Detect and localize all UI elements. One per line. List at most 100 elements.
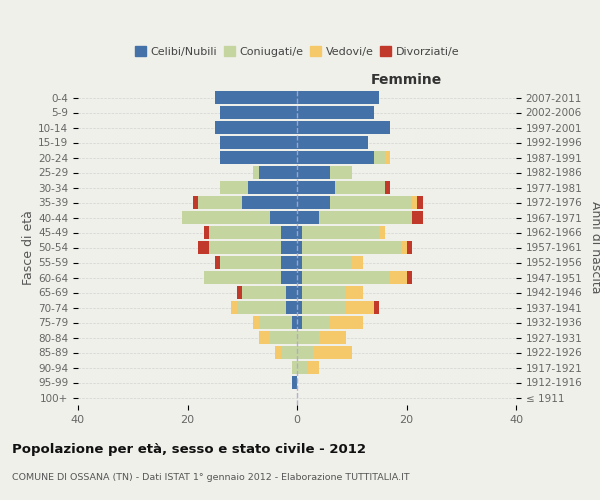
Bar [259,332,297,344]
Bar [292,376,297,388]
Bar [297,362,319,374]
Bar [297,106,374,118]
Bar [220,136,297,148]
Bar [253,166,297,178]
Bar [297,166,352,178]
Text: Popolazione per età, sesso e stato civile - 2012: Popolazione per età, sesso e stato civil… [12,442,366,456]
Bar [297,302,379,314]
Bar [297,106,374,118]
Bar [297,332,346,344]
Bar [297,302,302,314]
Bar [297,226,379,238]
Bar [297,196,423,208]
Bar [237,302,297,314]
Bar [220,106,297,118]
Bar [220,256,297,268]
Bar [297,332,319,344]
Bar [215,122,297,134]
Bar [297,316,362,328]
Bar [297,122,390,134]
Bar [297,92,379,104]
Bar [220,182,297,194]
Bar [297,272,390,283]
Bar [269,212,297,224]
Bar [204,272,297,283]
Bar [253,316,297,328]
Bar [242,286,297,298]
Bar [297,242,407,254]
Y-axis label: Anni di nascita: Anni di nascita [589,201,600,294]
Text: COMUNE DI OSSANA (TN) - Dati ISTAT 1° gennaio 2012 - Elaborazione TUTTITALIA.IT: COMUNE DI OSSANA (TN) - Dati ISTAT 1° ge… [12,472,410,482]
Bar [297,212,319,224]
Bar [242,196,297,208]
Bar [209,226,297,238]
Bar [199,242,297,254]
Bar [297,256,362,268]
Bar [220,136,297,148]
Bar [297,286,362,298]
Bar [281,256,297,268]
Bar [297,256,302,268]
Bar [292,362,297,374]
Bar [297,182,335,194]
Bar [215,92,297,104]
Bar [220,106,297,118]
Bar [297,332,346,344]
Bar [182,212,297,224]
Bar [220,182,297,194]
Bar [297,92,379,104]
Bar [215,92,297,104]
Bar [297,286,302,298]
Bar [204,272,297,283]
Bar [220,136,297,148]
Bar [286,302,297,314]
Bar [253,166,297,178]
Legend: Celibi/Nubili, Coniugati/e, Vedovi/e, Divorziati/e: Celibi/Nubili, Coniugati/e, Vedovi/e, Di… [130,42,464,62]
Bar [297,242,401,254]
Bar [253,166,297,178]
Bar [297,212,412,224]
Bar [292,362,297,374]
Bar [193,196,297,208]
Bar [215,122,297,134]
Bar [220,256,297,268]
Bar [281,346,297,358]
Bar [297,302,346,314]
Bar [204,226,297,238]
Bar [259,166,297,178]
Bar [297,316,362,328]
Bar [297,196,330,208]
Bar [297,256,352,268]
Bar [297,166,352,178]
Bar [292,376,297,388]
Bar [297,242,302,254]
Bar [209,242,297,254]
Bar [220,106,297,118]
Text: Femmine: Femmine [371,73,442,87]
Bar [297,136,368,148]
Bar [297,316,330,328]
Bar [215,122,297,134]
Bar [281,272,297,283]
Bar [281,242,297,254]
Bar [297,152,385,164]
Bar [199,196,297,208]
Bar [297,182,385,194]
Bar [297,182,390,194]
Bar [297,122,390,134]
Bar [297,92,379,104]
Y-axis label: Fasce di età: Fasce di età [22,210,35,285]
Bar [220,152,297,164]
Bar [297,152,390,164]
Bar [297,346,352,358]
Bar [275,346,297,358]
Bar [248,182,297,194]
Bar [215,92,297,104]
Bar [297,212,423,224]
Bar [232,302,297,314]
Bar [297,152,374,164]
Bar [297,122,390,134]
Bar [297,302,374,314]
Bar [297,106,374,118]
Bar [220,136,297,148]
